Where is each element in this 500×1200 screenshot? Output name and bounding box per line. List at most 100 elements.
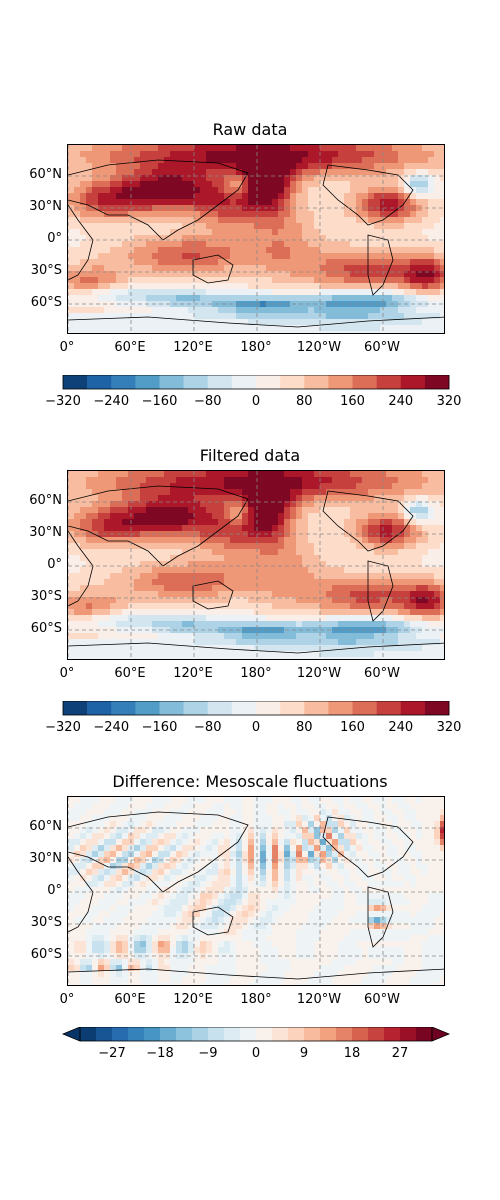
field-cell (230, 549, 236, 555)
field-cell (374, 645, 380, 651)
field-cell (278, 163, 284, 169)
field-cell (212, 513, 218, 519)
field-cell (242, 869, 248, 875)
field-cell (398, 169, 404, 175)
field-cell (110, 657, 116, 659)
field-cell (404, 615, 410, 621)
field-cell (242, 585, 248, 591)
field-cell (110, 833, 116, 839)
field-cell (350, 573, 356, 579)
field-cell (350, 537, 356, 543)
field-cell (422, 211, 428, 217)
field-cell (104, 597, 110, 603)
field-cell (422, 271, 428, 277)
field-cell (116, 259, 122, 265)
field-cell (134, 827, 140, 833)
field-cell (344, 489, 350, 495)
field-cell (362, 181, 368, 187)
field-cell (188, 621, 194, 627)
field-cell (308, 513, 314, 519)
field-cell (194, 803, 200, 809)
field-cell (440, 331, 444, 333)
field-cell (176, 579, 182, 585)
field-cell (428, 187, 434, 193)
field-cell (386, 163, 392, 169)
field-cell (122, 633, 128, 639)
field-cell (224, 295, 230, 301)
field-cell (116, 217, 122, 223)
field-cell (104, 145, 110, 151)
field-cell (398, 573, 404, 579)
field-cell (104, 633, 110, 639)
field-cell (434, 247, 440, 253)
field-cell (392, 597, 398, 603)
field-cell (134, 289, 140, 295)
field-cell (266, 295, 272, 301)
field-cell (68, 555, 74, 561)
field-cell (314, 181, 320, 187)
field-cell (194, 217, 200, 223)
field-cell (344, 839, 350, 845)
field-cell (176, 833, 182, 839)
field-cell (344, 313, 350, 319)
field-cell (176, 265, 182, 271)
field-cell (98, 803, 104, 809)
field-cell (290, 313, 296, 319)
field-cell (422, 597, 428, 603)
field-cell (164, 501, 170, 507)
field-cell (104, 839, 110, 845)
field-cell (308, 815, 314, 821)
field-cell (404, 519, 410, 525)
field-cell (272, 639, 278, 645)
field-cell (182, 163, 188, 169)
field-cell (194, 875, 200, 881)
field-cell (206, 543, 212, 549)
field-cell (104, 815, 110, 821)
field-cell (98, 199, 104, 205)
field-cell (266, 325, 272, 331)
field-cell (284, 651, 290, 657)
field-cell (248, 259, 254, 265)
field-cell (206, 869, 212, 875)
field-cell (344, 567, 350, 573)
field-cell (158, 295, 164, 301)
field-cell (344, 809, 350, 815)
field-cell (344, 199, 350, 205)
field-cell (218, 525, 224, 531)
field-cell (314, 803, 320, 809)
field-cell (134, 639, 140, 645)
field-cell (80, 163, 86, 169)
field-cell (374, 157, 380, 163)
field-cell (236, 621, 242, 627)
field-cell (278, 839, 284, 845)
field-cell (92, 271, 98, 277)
field-cell (74, 193, 80, 199)
latitude-label: 60°N (29, 167, 62, 182)
field-cell (224, 639, 230, 645)
field-cell (326, 313, 332, 319)
field-cell (92, 615, 98, 621)
field-cell (278, 223, 284, 229)
field-cell (200, 289, 206, 295)
field-cell (134, 235, 140, 241)
field-cell (410, 283, 416, 289)
field-cell (158, 609, 164, 615)
field-cell (410, 603, 416, 609)
field-cell (416, 645, 422, 651)
field-cell (146, 845, 152, 851)
field-cell (416, 633, 422, 639)
field-cell (356, 597, 362, 603)
field-cell (200, 187, 206, 193)
field-cell (428, 307, 434, 313)
field-cell (122, 815, 128, 821)
field-cell (314, 223, 320, 229)
longitude-label: 0° (59, 666, 75, 681)
field-cell (416, 573, 422, 579)
field-cell (212, 247, 218, 253)
field-cell (68, 809, 74, 815)
field-cell (344, 265, 350, 271)
field-cell (422, 639, 428, 645)
field-cell (302, 283, 308, 289)
field-cell (86, 265, 92, 271)
field-cell (230, 863, 236, 869)
